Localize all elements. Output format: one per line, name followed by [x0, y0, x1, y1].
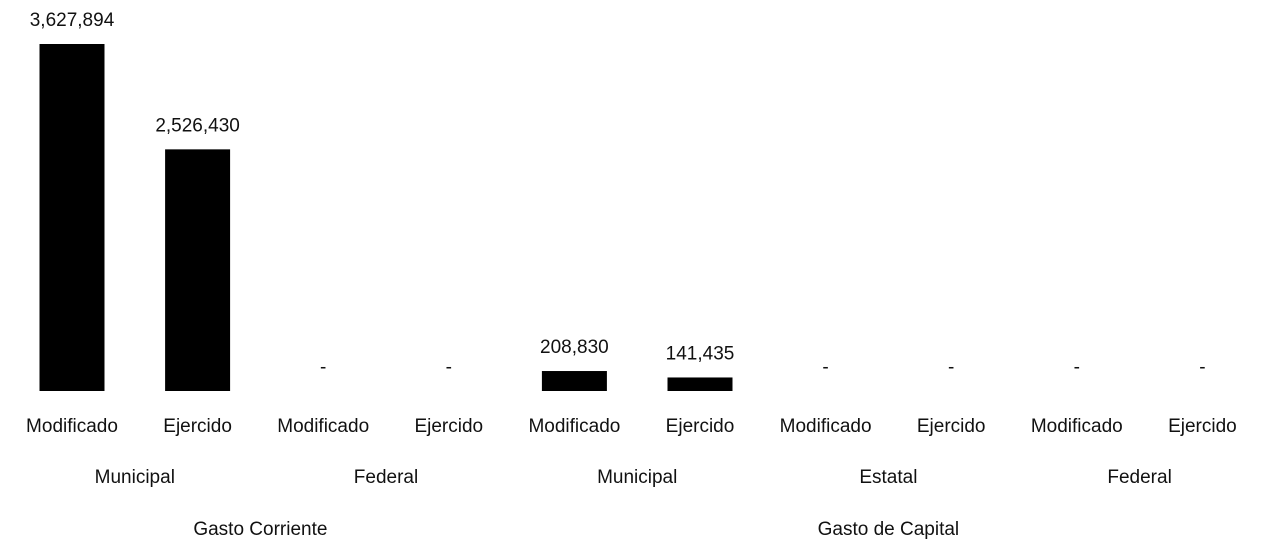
bar — [39, 44, 105, 391]
x-tick-label: Modificado — [780, 416, 872, 437]
x-tick-label: Ejercido — [163, 416, 232, 437]
x-tick-label: Modificado — [528, 416, 620, 437]
data-label: 3,627,894 — [30, 10, 115, 31]
x-tick-label: Ejercido — [666, 416, 735, 437]
bar — [541, 371, 607, 391]
x-tick-label: Ejercido — [1168, 416, 1237, 437]
data-label: - — [320, 357, 326, 378]
bar — [165, 149, 231, 391]
data-label: - — [948, 357, 954, 378]
data-label: - — [446, 357, 452, 378]
group-label: Gasto Corriente — [193, 519, 327, 540]
x-tick-label: Modificado — [1031, 416, 1123, 437]
subgroup-label: Municipal — [597, 467, 677, 488]
subgroup-label: Federal — [354, 467, 418, 488]
subgroup-label: Estatal — [859, 467, 917, 488]
data-label: 2,526,430 — [155, 115, 240, 136]
data-label: 141,435 — [666, 343, 735, 364]
data-label: - — [1199, 357, 1205, 378]
subgroup-label: Federal — [1107, 467, 1171, 488]
x-tick-label: Modificado — [277, 416, 369, 437]
data-label: - — [1074, 357, 1080, 378]
group-label: Gasto de Capital — [818, 519, 960, 540]
data-label: - — [822, 357, 828, 378]
bar — [667, 377, 733, 391]
x-tick-label: Modificado — [26, 416, 118, 437]
subgroup-label: Municipal — [95, 467, 175, 488]
data-label: 208,830 — [540, 337, 609, 358]
x-tick-label: Ejercido — [917, 416, 986, 437]
x-tick-label: Ejercido — [414, 416, 483, 437]
